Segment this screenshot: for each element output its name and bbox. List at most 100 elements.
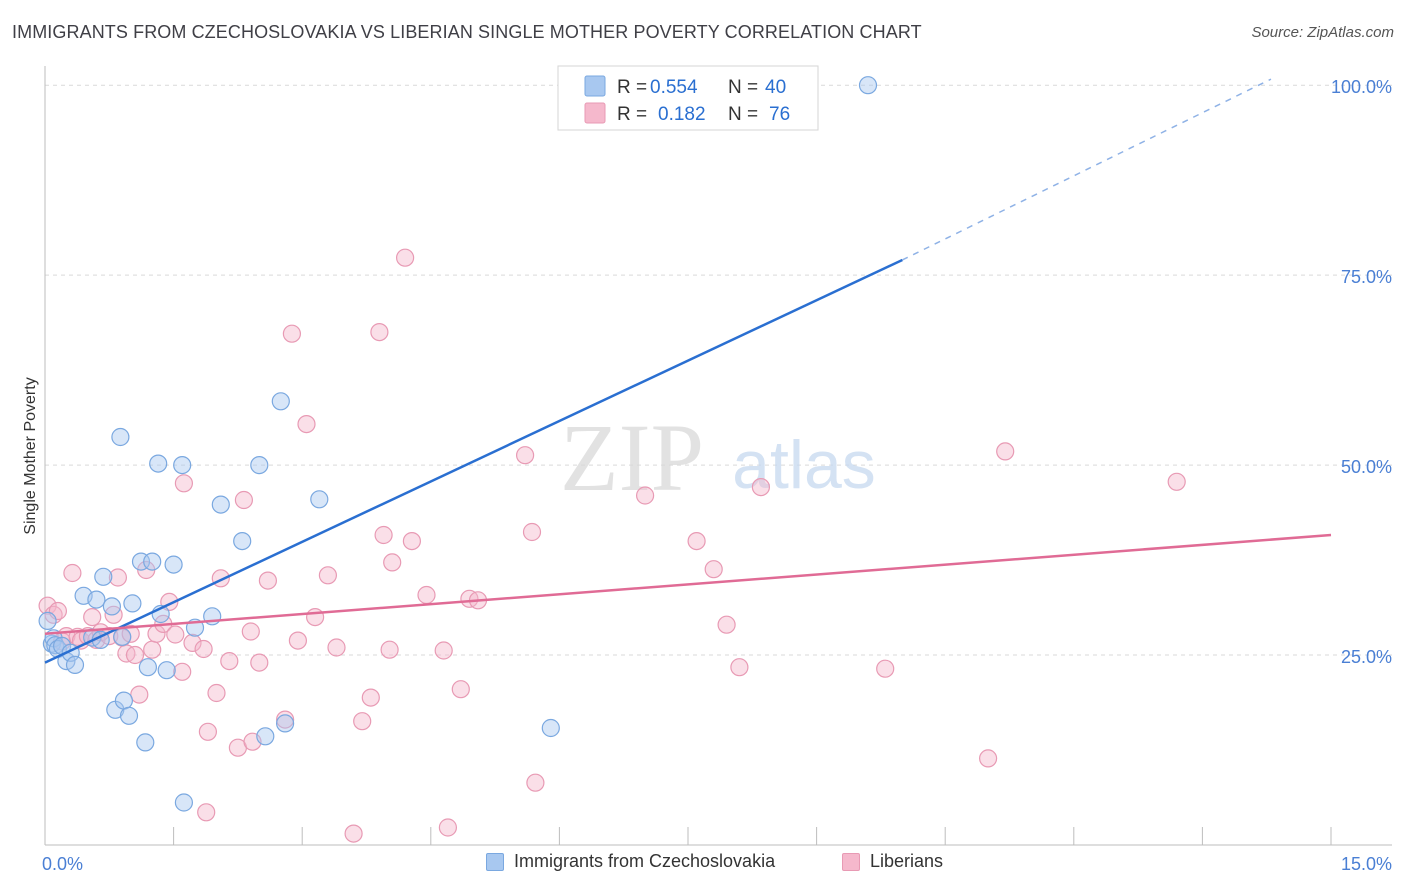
stats-legend: R = 0.554 N = 40 R = 0.182 N = 76 bbox=[557, 65, 819, 131]
point-liberians bbox=[522, 522, 542, 542]
stats-legend-n-value-blue: 40 bbox=[765, 77, 786, 98]
point-liberians bbox=[978, 749, 998, 768]
point-liberians bbox=[250, 653, 269, 672]
grid-lines bbox=[45, 84, 1392, 656]
point-liberians bbox=[353, 712, 372, 731]
point-liberians bbox=[318, 566, 337, 585]
point-czechoslovakia bbox=[174, 793, 193, 812]
y-axis-label: Single Mother Poverty bbox=[22, 377, 39, 534]
legend-label-czechoslovakia: Immigrants from Czechoslovakia bbox=[514, 851, 776, 871]
point-czechoslovakia bbox=[173, 456, 192, 475]
point-liberians bbox=[207, 683, 226, 703]
axes bbox=[44, 66, 1392, 846]
point-czechoslovakia bbox=[102, 597, 122, 616]
legend-item-czechoslovakia: Immigrants from Czechoslovakia bbox=[486, 851, 775, 872]
point-czechoslovakia bbox=[250, 456, 269, 475]
point-czechoslovakia bbox=[256, 727, 275, 746]
point-liberians bbox=[143, 640, 162, 659]
point-czechoslovakia bbox=[138, 658, 157, 677]
legend-swatch-pink bbox=[842, 852, 860, 871]
point-czechoslovakia bbox=[136, 733, 155, 752]
point-czechoslovakia bbox=[858, 76, 878, 95]
y-tick-label: 50.0% bbox=[1341, 457, 1392, 477]
point-czechoslovakia bbox=[233, 531, 252, 551]
point-czechoslovakia bbox=[123, 594, 142, 613]
watermark: ZIP atlas bbox=[560, 404, 876, 511]
point-czechoslovakia bbox=[211, 495, 230, 514]
point-liberians bbox=[194, 639, 213, 659]
series-czechoslovakia-points bbox=[38, 76, 878, 812]
point-czechoslovakia bbox=[149, 454, 168, 473]
stats-legend-swatch-pink bbox=[584, 102, 606, 124]
point-czechoslovakia bbox=[164, 555, 183, 574]
point-liberians bbox=[276, 710, 295, 729]
watermark-zip: ZIP bbox=[560, 404, 704, 511]
point-liberians bbox=[526, 773, 545, 792]
point-liberians bbox=[258, 571, 277, 590]
point-liberians bbox=[234, 490, 253, 510]
point-liberians bbox=[751, 478, 771, 497]
point-liberians bbox=[434, 641, 453, 660]
y-tick-label: 25.0% bbox=[1341, 647, 1392, 667]
point-liberians bbox=[125, 645, 145, 665]
point-liberians bbox=[288, 631, 307, 650]
point-liberians bbox=[166, 625, 185, 644]
series-liberians-points bbox=[38, 248, 1186, 843]
point-liberians bbox=[374, 525, 393, 545]
point-czechoslovakia bbox=[87, 590, 106, 609]
point-liberians bbox=[380, 640, 399, 659]
point-liberians bbox=[361, 688, 380, 707]
point-liberians bbox=[383, 553, 402, 572]
point-czechoslovakia bbox=[271, 392, 290, 411]
trend-lines bbox=[44, 78, 1332, 664]
stats-legend-n-value-pink: 76 bbox=[769, 104, 790, 125]
point-czechoslovakia bbox=[94, 567, 113, 586]
point-czechoslovakia bbox=[65, 655, 85, 675]
stats-legend-r-label-blue: R = bbox=[617, 77, 647, 98]
point-liberians bbox=[396, 248, 415, 267]
legend-item-liberians: Liberians bbox=[842, 851, 943, 872]
point-liberians bbox=[183, 633, 202, 653]
point-liberians bbox=[327, 638, 346, 657]
point-liberians bbox=[198, 722, 217, 741]
point-czechoslovakia bbox=[276, 714, 295, 733]
point-liberians bbox=[717, 615, 736, 634]
stats-legend-r-value-pink: 0.182 bbox=[658, 104, 706, 125]
point-czechoslovakia bbox=[310, 490, 329, 509]
source-label: Source: ZipAtlas.com bbox=[1251, 24, 1394, 41]
point-liberians bbox=[635, 486, 655, 505]
point-liberians bbox=[438, 818, 457, 837]
point-liberians bbox=[197, 803, 216, 822]
point-liberians bbox=[996, 442, 1015, 461]
tick-labels: 25.0% 50.0% 75.0% 100.0% 0.0% 15.0% bbox=[42, 77, 1392, 874]
point-czechoslovakia bbox=[157, 661, 176, 680]
point-liberians bbox=[417, 585, 436, 605]
point-liberians bbox=[344, 824, 363, 843]
point-liberians bbox=[174, 474, 193, 493]
legend-label-liberians: Liberians bbox=[870, 851, 944, 871]
point-liberians bbox=[515, 446, 535, 465]
point-czechoslovakia bbox=[111, 427, 130, 447]
point-liberians bbox=[83, 607, 102, 627]
trend-line-liberians bbox=[44, 533, 1332, 636]
point-czechoslovakia bbox=[114, 691, 134, 710]
stats-legend-r-value-blue: 0.554 bbox=[650, 77, 698, 98]
point-liberians bbox=[297, 415, 316, 434]
point-liberians bbox=[1167, 472, 1186, 491]
point-liberians bbox=[108, 568, 128, 587]
stats-legend-n-label-blue: N = bbox=[728, 77, 758, 98]
trend-line-czechoslovakia bbox=[44, 258, 903, 664]
point-czechoslovakia bbox=[38, 611, 57, 631]
point-czechoslovakia bbox=[143, 552, 162, 571]
point-liberians bbox=[730, 658, 749, 677]
point-liberians bbox=[876, 659, 895, 678]
y-tick-label: 100.0% bbox=[1331, 77, 1392, 97]
legend-swatch-blue bbox=[486, 852, 504, 871]
point-liberians bbox=[63, 563, 82, 583]
point-czechoslovakia bbox=[113, 627, 132, 646]
stats-legend-r-label-pink: R = bbox=[617, 104, 647, 125]
stats-legend-n-label-pink: N = bbox=[728, 104, 758, 125]
point-czechoslovakia bbox=[541, 718, 560, 738]
bottom-legend: Immigrants from Czechoslovakia Liberians bbox=[0, 851, 1406, 879]
